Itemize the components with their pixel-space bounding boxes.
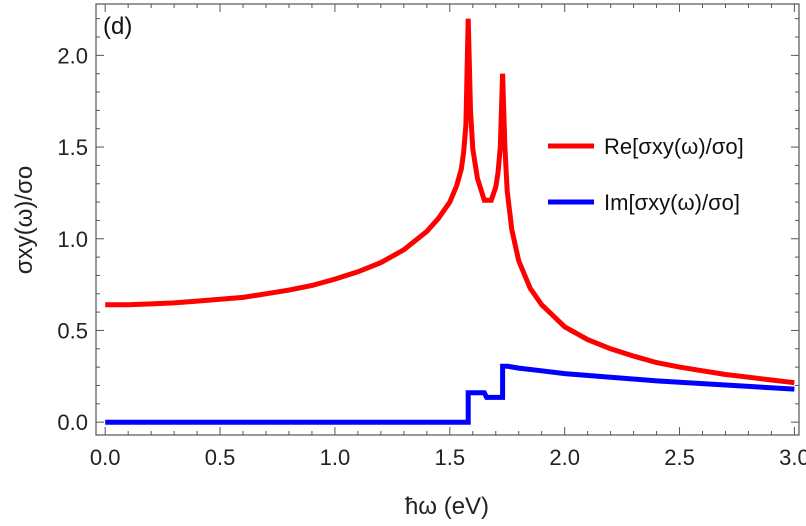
x-tick-label: 2.5 xyxy=(664,445,695,470)
x-tick-label: 3.0 xyxy=(779,445,806,470)
series-line-0 xyxy=(105,18,795,386)
x-tick-label: 2.0 xyxy=(549,445,580,470)
legend-label-re: Re[σxy(ω)/σo] xyxy=(604,134,744,159)
y-axis-label: σxy(ω)/σo xyxy=(11,166,38,274)
panel-label: (d) xyxy=(103,13,132,40)
x-tick-label: 0.0 xyxy=(90,445,121,470)
series-layer xyxy=(105,18,795,425)
x-tick-label: 1.0 xyxy=(320,445,351,470)
legend: Re[σxy(ω)/σo] Im[σxy(ω)/σo] xyxy=(548,134,744,215)
x-tick-label: 0.5 xyxy=(205,445,236,470)
y-tick-label: 2.0 xyxy=(57,43,88,68)
y-tick-label: 1.5 xyxy=(57,135,88,160)
ticks-layer xyxy=(96,4,799,435)
plot-frame xyxy=(95,3,800,436)
y-tick-label: 0.5 xyxy=(57,318,88,343)
tick-labels: 0.0 0.5 1.0 1.5 2.0 2.5 3.0 0.0 0.5 1.0 1.5 2.0 xyxy=(57,43,806,470)
y-tick-label: 1.0 xyxy=(57,227,88,252)
x-tick-label: 1.5 xyxy=(435,445,466,470)
series-line-1 xyxy=(105,363,795,425)
legend-label-im: Im[σxy(ω)/σo] xyxy=(604,190,740,215)
y-tick-label: 0.0 xyxy=(57,410,88,435)
x-axis-label: ħω (eV) xyxy=(405,493,489,520)
